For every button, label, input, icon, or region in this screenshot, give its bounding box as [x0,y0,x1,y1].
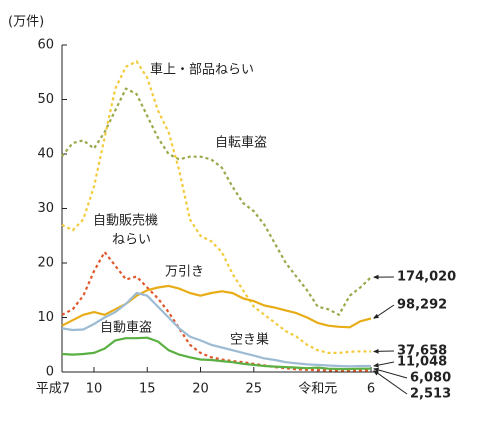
series-label: ねらい [112,233,151,248]
series-line [61,284,372,329]
x-tick-label: 25 [246,382,263,397]
value-label: 174,020 [397,270,456,285]
x-tick-label: 6 [367,382,375,397]
series-label: 自動車盗 [100,320,152,336]
series-label: 自動販売機 [93,213,158,229]
y-tick-label: 60 [37,38,54,53]
end-arrow-head [373,349,379,354]
end-arrow-head [373,313,379,319]
y-tick-label: 0 [46,365,54,380]
series-line [61,291,371,368]
value-label: 11,048 [397,355,447,370]
y-tick-label: 30 [37,201,54,216]
series-line [61,60,372,354]
value-label: 98,292 [397,298,447,313]
series-label: 万引き [165,265,204,280]
end-arrow-head [373,362,379,368]
end-arrow-head [373,274,379,280]
y-tick-label: 10 [37,310,54,325]
value-label: 2,513 [410,387,451,402]
series-label: 車上・部品ねらい [150,63,254,78]
y-axis-label: (万件) [8,15,44,30]
end-arrow [373,370,408,395]
x-tick-label: 令和元 [298,382,337,397]
series-label: 空き巣 [230,333,269,348]
end-arrow [373,368,408,379]
series-line [61,87,372,316]
series-line [61,251,371,372]
y-tick-label: 40 [37,147,54,162]
y-tick-label: 50 [37,92,54,107]
x-tick-label: 15 [139,382,156,397]
x-tick-label: 20 [192,382,209,397]
series-label: 自転車盗 [215,135,267,151]
series-line [61,336,371,371]
x-tick-label: 10 [86,382,103,397]
value-label: 6,080 [410,371,451,386]
end-arrow-head [373,367,379,373]
y-tick-label: 20 [37,256,54,271]
value-label: 37,658 [397,344,447,359]
x-tick-label: 平成7 [36,382,70,397]
